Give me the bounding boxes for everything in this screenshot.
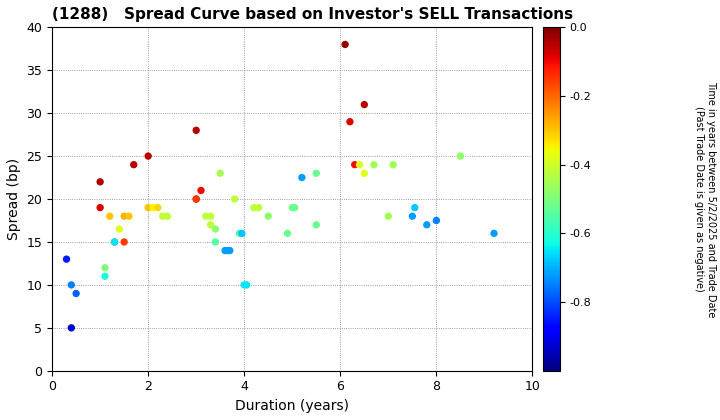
Point bbox=[205, 221, 217, 228]
Point bbox=[66, 281, 77, 288]
Point bbox=[114, 226, 125, 232]
Point bbox=[282, 230, 293, 237]
Point bbox=[253, 204, 264, 211]
Point bbox=[123, 213, 135, 220]
Point bbox=[229, 196, 240, 202]
X-axis label: Duration (years): Duration (years) bbox=[235, 399, 349, 413]
Point bbox=[296, 174, 307, 181]
Point bbox=[200, 213, 212, 220]
Point bbox=[359, 101, 370, 108]
Point bbox=[382, 213, 394, 220]
Point bbox=[147, 204, 158, 211]
Point bbox=[263, 213, 274, 220]
Point bbox=[191, 196, 202, 202]
Point bbox=[431, 217, 442, 224]
Point bbox=[143, 204, 154, 211]
Point bbox=[409, 204, 420, 211]
Point bbox=[339, 41, 351, 48]
Point bbox=[94, 204, 106, 211]
Point bbox=[220, 247, 231, 254]
Point bbox=[248, 204, 260, 211]
Point bbox=[407, 213, 418, 220]
Point bbox=[99, 273, 111, 280]
Point bbox=[354, 161, 365, 168]
Point bbox=[310, 221, 322, 228]
Point bbox=[224, 247, 235, 254]
Y-axis label: Time in years between 5/2/2025 and Trade Date
(Past Trade Date is given as negat: Time in years between 5/2/2025 and Trade… bbox=[695, 81, 716, 317]
Point bbox=[310, 170, 322, 177]
Point bbox=[454, 153, 466, 160]
Point bbox=[118, 239, 130, 245]
Point bbox=[118, 213, 130, 220]
Point bbox=[368, 161, 379, 168]
Point bbox=[205, 213, 217, 220]
Point bbox=[104, 213, 115, 220]
Point bbox=[109, 239, 120, 245]
Point bbox=[344, 118, 356, 125]
Point bbox=[152, 204, 163, 211]
Point bbox=[210, 239, 221, 245]
Point bbox=[60, 256, 72, 262]
Point bbox=[191, 196, 202, 202]
Point bbox=[287, 204, 298, 211]
Point bbox=[488, 230, 500, 237]
Point bbox=[143, 153, 154, 160]
Point bbox=[289, 204, 300, 211]
Point bbox=[109, 239, 120, 245]
Point bbox=[94, 178, 106, 185]
Point bbox=[215, 170, 226, 177]
Point bbox=[359, 170, 370, 177]
Point bbox=[161, 213, 173, 220]
Point bbox=[421, 221, 433, 228]
Point bbox=[128, 161, 140, 168]
Point bbox=[349, 161, 361, 168]
Point bbox=[236, 230, 248, 237]
Point bbox=[238, 281, 250, 288]
Point bbox=[99, 264, 111, 271]
Text: (1288)   Spread Curve based on Investor's SELL Transactions: (1288) Spread Curve based on Investor's … bbox=[52, 7, 573, 22]
Point bbox=[191, 127, 202, 134]
Point bbox=[66, 325, 77, 331]
Point bbox=[157, 213, 168, 220]
Point bbox=[71, 290, 82, 297]
Point bbox=[222, 247, 233, 254]
Point bbox=[234, 230, 246, 237]
Point bbox=[387, 161, 399, 168]
Point bbox=[210, 226, 221, 232]
Y-axis label: Spread (bp): Spread (bp) bbox=[7, 158, 21, 240]
Point bbox=[195, 187, 207, 194]
Point bbox=[241, 281, 253, 288]
